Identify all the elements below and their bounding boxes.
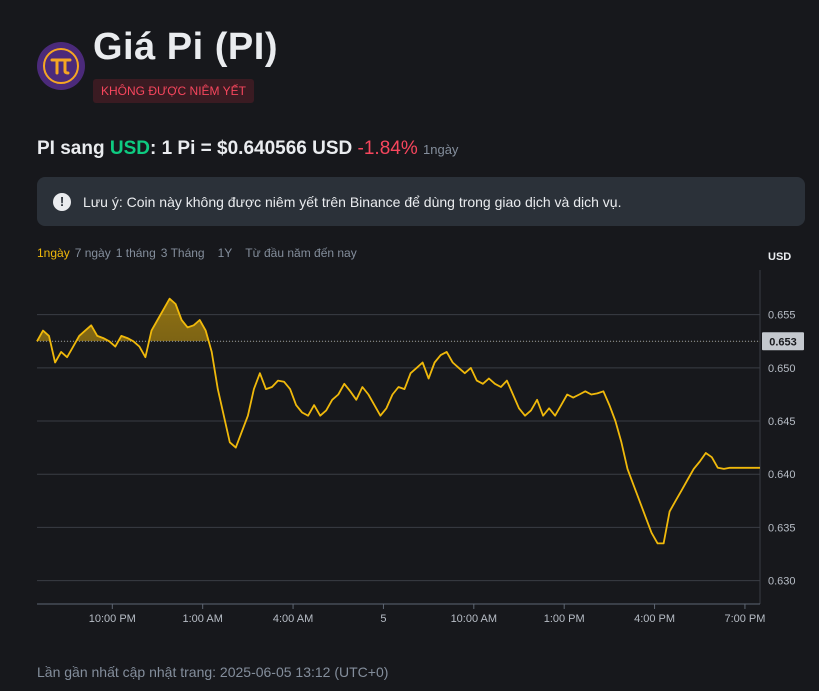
reference-value-tag: [762, 332, 804, 351]
pair-prefix: PI sang: [37, 138, 110, 159]
tab-3m[interactable]: 3 Tháng: [160, 246, 205, 260]
timeframe-tabs: 1ngày 7 ngày 1 tháng 3 Tháng 1Y Từ đầu n…: [37, 246, 362, 260]
last-updated-text: Lần gần nhất cập nhật trang: 2025-06-05 …: [37, 664, 389, 680]
y-tick-label: 0.655: [768, 310, 796, 322]
y-tick-label: 0.630: [768, 576, 796, 588]
x-tick-label: 10:00 PM: [89, 613, 136, 625]
x-tick-label: 7:00 PM: [724, 613, 765, 625]
price-line: [36, 297, 760, 545]
x-tick-label: 4:00 PM: [634, 613, 675, 625]
page-title: Giá Pi (PI): [93, 26, 278, 68]
tab-1y[interactable]: 1Y: [217, 246, 233, 260]
y-tick-label: 0.640: [768, 469, 796, 481]
price-change: -1.84%: [357, 138, 418, 159]
notice-banner: ! Lưu ý: Coin này không được niêm yết tr…: [37, 177, 805, 226]
price-summary: PI sang USD: 1 Pi = $0.640566 USD -1.84%…: [37, 138, 458, 160]
tab-1d[interactable]: 1ngày: [37, 246, 70, 260]
quote-currency-link[interactable]: USD: [109, 138, 150, 159]
x-tick-label: 1:00 AM: [183, 613, 223, 625]
tab-1m[interactable]: 1 tháng: [115, 246, 156, 260]
pi-symbol-icon: [43, 48, 79, 84]
price-area-fill: [37, 298, 209, 342]
notice-text: Lưu ý: Coin này không được niêm yết trên…: [83, 193, 622, 210]
change-period: 1ngày: [423, 142, 459, 157]
tab-ytd[interactable]: Từ đầu năm đến nay: [245, 246, 357, 260]
exclamation-icon: !: [53, 192, 71, 211]
y-tick-label: 0.650: [768, 363, 796, 375]
tab-7d[interactable]: 7 ngày: [74, 246, 111, 260]
axis-currency-label: USD: [768, 251, 792, 263]
y-tick-label: 0.645: [768, 416, 796, 428]
price-equation: : 1 Pi = $0.640566 USD: [149, 138, 353, 159]
x-tick-label: 4:00 AM: [273, 613, 313, 625]
x-tick-label: 5: [380, 613, 386, 625]
x-tick-label: 10:00 AM: [451, 613, 497, 625]
not-listed-badge: KHÔNG ĐƯỢC NIÊM YẾT: [93, 79, 254, 103]
reference-value-label: 0.653: [769, 336, 797, 348]
y-tick-label: 0.635: [768, 522, 796, 534]
x-tick-label: 1:00 PM: [544, 613, 585, 625]
pi-coin-logo-icon: [37, 42, 85, 90]
